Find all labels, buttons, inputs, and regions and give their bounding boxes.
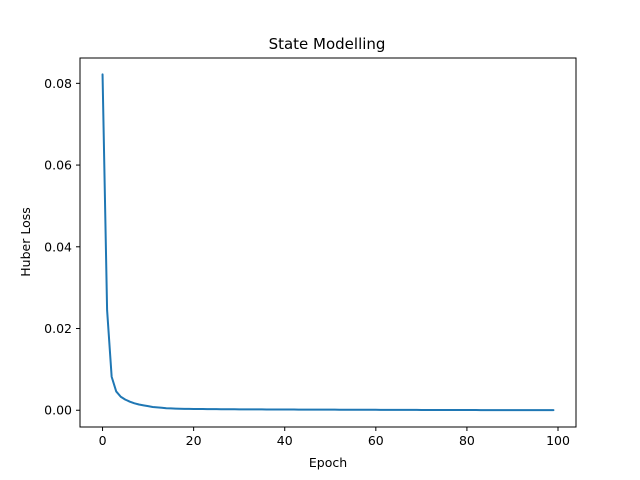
chart-title: State Modelling	[269, 35, 386, 53]
x-axis-label: Epoch	[309, 455, 347, 470]
x-tick-label: 100	[546, 433, 570, 448]
y-tick-label: 0.06	[44, 158, 72, 173]
plot-frame	[79, 57, 577, 428]
y-axis-label: Huber Loss	[18, 207, 33, 276]
x-tick-label: 40	[277, 433, 293, 448]
y-tick-label: 0.04	[44, 239, 72, 254]
y-tick-label: 0.02	[44, 321, 72, 336]
y-tick-label: 0.08	[44, 76, 72, 91]
y-axis: 0.00 0.02 0.04 0.06 0.08	[44, 76, 80, 418]
y-tick-label: 0.00	[44, 403, 72, 418]
series-line	[101, 73, 555, 412]
x-tick-label: 80	[459, 433, 475, 448]
x-tick-label: 20	[186, 433, 202, 448]
x-tick-label: 0	[99, 433, 107, 448]
x-axis: 0 20 40 60 80 100	[99, 427, 570, 448]
x-tick-label: 60	[368, 433, 384, 448]
plot-lines	[101, 73, 555, 412]
